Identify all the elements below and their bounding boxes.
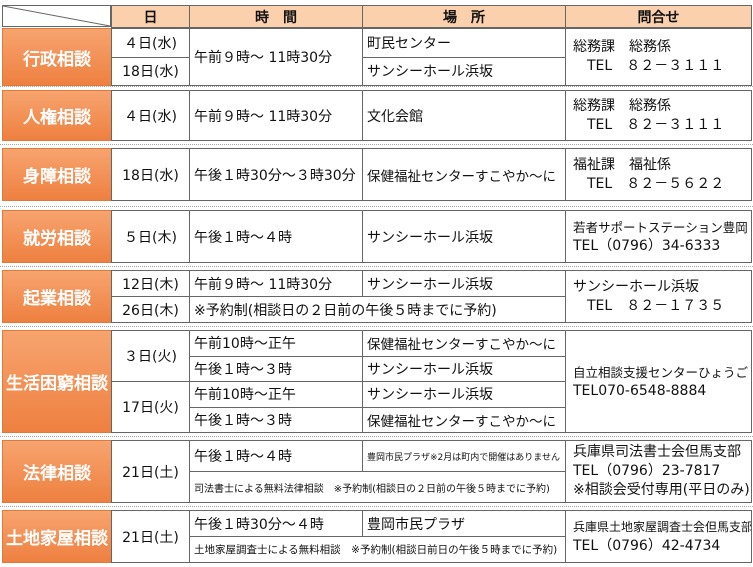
place-cell: 町民センター: [362, 28, 566, 58]
corner-cell: [2, 5, 111, 27]
contact-cell: サンシーホール浜坂 TEL ８２－１７３５: [565, 270, 752, 323]
date-cell: 12日(木): [111, 270, 190, 297]
time-cell: 午前10時～正午: [189, 330, 363, 357]
place-cell: 豊岡市民プラザ※2月は町内で開催はありません: [362, 440, 566, 472]
contact-cell: 福祉課 福祉係 TEL ８２－５６２２: [565, 148, 752, 201]
date-cell: 21日(土): [111, 510, 190, 563]
column-header: 日: [111, 5, 190, 28]
separator: [0, 86, 753, 87]
contact-cell: 自立相談支援センターひょうご TEL070-6548-8884: [565, 330, 752, 433]
place-cell: 保健福祉センターすこやか～に: [362, 330, 566, 357]
contact-line: 若者サポートステーション豊岡: [573, 219, 748, 235]
separator: [0, 266, 753, 267]
contact-line: 福祉課 福祉係: [573, 156, 671, 173]
place-cell: サンシーホール浜坂: [362, 381, 566, 408]
contact-cell: 若者サポートステーション豊岡 TEL（0796）34-6333: [565, 210, 752, 263]
place-cell: 豊岡市民プラザ: [362, 510, 566, 537]
contact-line: 兵庫県土地家屋調査士会但馬支部: [573, 519, 752, 534]
time-cell: 午前９時～ 11時30分: [189, 28, 363, 86]
time-cell: 午後１時～３時: [189, 406, 363, 433]
contact-line: TEL（0796）23-7817: [573, 463, 721, 479]
section-label: 土地家屋相談: [2, 510, 112, 563]
contact-line: 兵庫県司法書士会但馬支部: [573, 444, 741, 460]
section-label: 行政相談: [2, 28, 112, 86]
place-cell: サンシーホール浜坂: [362, 210, 566, 263]
time-cell: 午後１時～４時: [189, 210, 363, 263]
contact-cell: 兵庫県土地家屋調査士会但馬支部 TEL（0796）42-4734: [565, 510, 752, 563]
date-cell: ４日(水): [111, 28, 190, 58]
date-cell: ５日(木): [111, 210, 190, 263]
contact-line: TEL070-6548-8884: [573, 382, 707, 399]
contact-cell: 総務課 総務係 TEL ８２－３１１１: [565, 28, 752, 86]
note-cell: ※予約制(相談日の２日前の午後５時までに予約): [189, 296, 566, 323]
column-header: 場 所: [362, 5, 566, 28]
contact-line: TEL ８２－３１１１: [587, 58, 725, 74]
time-cell: 午後１時～３時: [189, 355, 363, 382]
time-cell: 午後１時30分～４時: [189, 510, 363, 537]
contact-cell: 兵庫県司法書士会但馬支部 TEL（0796）23-7817 ※相談会受付専用(平日の…: [565, 440, 752, 503]
contact-line: TEL（0796）42-4734: [573, 537, 721, 554]
contact-line: TEL ８２－１７３５: [587, 297, 725, 314]
diagonal: [3, 6, 110, 26]
place-cell: 保健福祉センターすこやか～に: [362, 406, 566, 433]
column-header: 問合せ: [565, 5, 752, 28]
date-cell: 21日(土): [111, 440, 190, 503]
date-cell: 18日(水): [111, 148, 190, 201]
contact-line: 総務課 総務係: [573, 97, 671, 114]
section-label: 就労相談: [2, 210, 112, 263]
section-label: 生活困窮相談: [2, 330, 112, 433]
separator: [0, 144, 753, 145]
date-cell: ４日(水): [111, 90, 190, 141]
note-cell: 司法書士による無料法律相談 ※予約制(相談日の２日前の午後５時までに予約): [189, 471, 566, 503]
place-cell: サンシーホール浜坂: [362, 270, 566, 297]
place-cell: 保健福祉センターすこやか～に: [362, 148, 566, 201]
contact-line: 自立相談支援センターひょうご: [573, 364, 749, 380]
separator: [0, 326, 753, 327]
contact-line: 総務課 総務係: [573, 39, 671, 55]
place-cell: サンシーホール浜坂: [362, 56, 566, 86]
place-cell: 文化会館: [362, 90, 566, 141]
contact-line: サンシーホール浜坂: [573, 278, 699, 295]
contact-line: TEL ８２－３１１１: [587, 116, 725, 133]
time-cell: 午後１時～４時: [189, 440, 363, 472]
section-label: 法律相談: [2, 440, 112, 503]
note-cell: 土地家屋調査士による無料相談 ※予約制(相談日前日の午後５時までに予約): [189, 536, 566, 563]
contact-line: ※相談会受付専用(平日のみ): [573, 482, 750, 498]
time-cell: 午前10時～正午: [189, 381, 363, 408]
time-cell: 午後１時30分～３時30分: [189, 148, 363, 201]
date-cell: 26日(木): [111, 296, 190, 323]
date-cell: 17日(火): [111, 381, 190, 433]
contact-cell: 総務課 総務係 TEL ８２－３１１１: [565, 90, 752, 141]
section-label: 身障相談: [2, 148, 112, 201]
contact-line: TEL ８２－５６２２: [587, 175, 725, 192]
column-header: 時 間: [189, 5, 363, 28]
time-cell: 午前９時～ 11時30分: [189, 270, 363, 297]
separator: [0, 436, 753, 437]
date-cell: 18日(水): [111, 56, 190, 86]
time-cell: 午前９時～ 11時30分: [189, 90, 363, 141]
separator: [0, 206, 753, 207]
date-cell: ３日(火): [111, 330, 190, 382]
contact-line: TEL（0796）34-6333: [573, 237, 721, 254]
separator: [0, 506, 753, 507]
section-label: 起業相談: [2, 270, 112, 323]
place-cell: サンシーホール浜坂: [362, 355, 566, 382]
section-label: 人権相談: [2, 90, 112, 141]
